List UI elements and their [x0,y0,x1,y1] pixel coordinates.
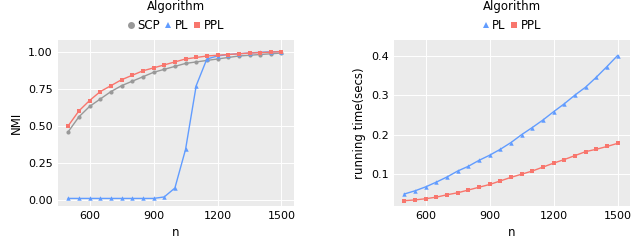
X-axis label: n: n [172,226,180,239]
Y-axis label: running time(secs): running time(secs) [353,67,365,179]
X-axis label: n: n [508,226,516,239]
Legend: SCP, PL, PPL: SCP, PL, PPL [127,0,225,32]
Y-axis label: NMI: NMI [10,112,22,134]
Legend: PL, PPL: PL, PPL [483,0,541,32]
